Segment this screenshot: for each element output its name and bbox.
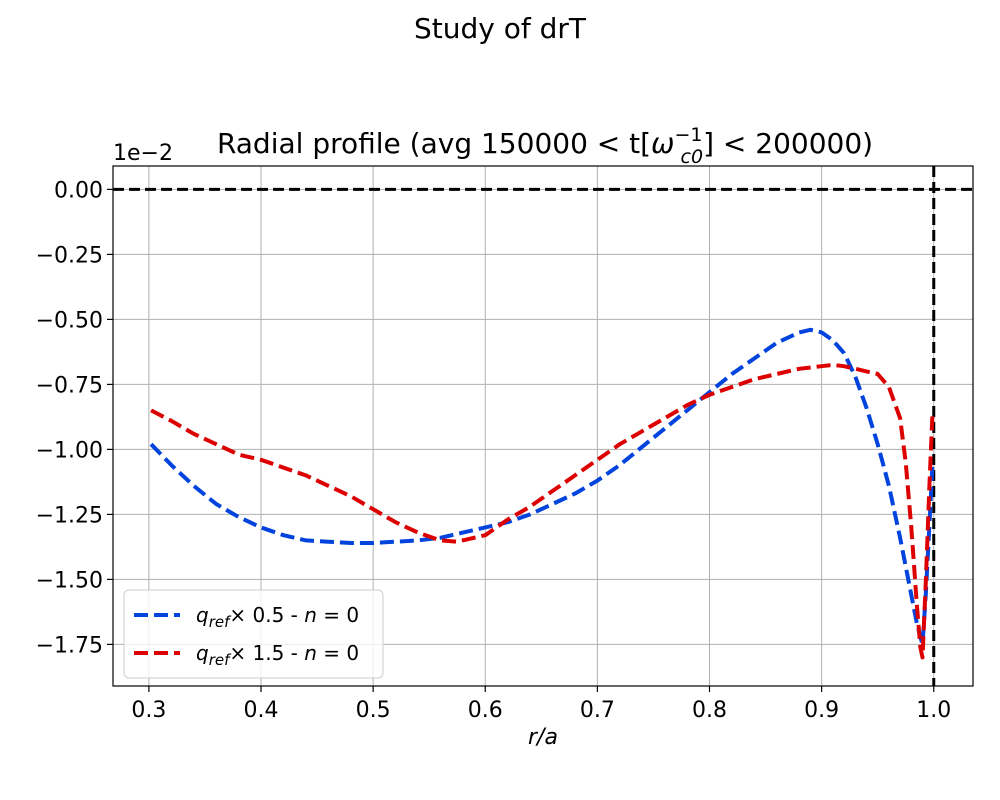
chart-title: Radial profile (avg 150000 < t[ω−1 c0] < … <box>217 124 873 168</box>
x-tick-label: 1.0 <box>916 698 951 723</box>
x-tick-label: 0.9 <box>804 698 839 723</box>
y-tick-label: −1.25 <box>36 503 103 528</box>
x-tick-label: 0.3 <box>131 698 166 723</box>
title-suffix: ] < 200000) <box>703 127 873 160</box>
title-omega: ω <box>651 127 674 160</box>
chart-suptitle: Study of drT <box>414 12 587 45</box>
series-line-1 <box>149 327 935 647</box>
y-tick-label: −1.00 <box>36 438 103 463</box>
x-tick-label: 0.4 <box>244 698 279 723</box>
legend-label-1: qref× 0.5 - n = 0 <box>196 603 359 631</box>
legend: qref× 0.5 - n = 0 qref× 1.5 - n = 0 <box>123 589 384 679</box>
y-tick-label: −0.50 <box>36 308 103 333</box>
x-axis-label: r/a <box>528 725 558 750</box>
series-line-2 <box>150 362 935 660</box>
plot-frame <box>112 165 974 687</box>
y-tick-label: −1.75 <box>36 633 103 658</box>
legend-label-2: qref× 1.5 - n = 0 <box>196 641 359 669</box>
x-tick-label: 0.7 <box>580 698 615 723</box>
title-subscript: c0 <box>681 146 704 168</box>
x-tick-label: 0.6 <box>468 698 503 723</box>
y-axis: 0.00 −0.25 −0.50 −0.75 −1.00 −1.25 −1.50 −1.75 <box>36 178 113 658</box>
x-tick-label: 0.5 <box>356 698 391 723</box>
x-axis: 0.3 0.4 0.5 0.6 0.7 0.8 0.9 1.0 <box>131 686 951 723</box>
legend-box <box>123 589 384 679</box>
y-tick-label: 0.00 <box>54 178 103 203</box>
title-prefix: Radial profile (avg 150000 < t[ <box>217 127 651 160</box>
title-superscript: −1 <box>675 124 703 146</box>
grid <box>113 166 973 686</box>
y-tick-label: −0.75 <box>36 373 103 398</box>
y-tick-label: −1.50 <box>36 568 103 593</box>
y-tick-label: −0.25 <box>36 243 103 268</box>
y-offset-label: 1e−2 <box>113 141 173 166</box>
x-tick-label: 0.8 <box>692 698 727 723</box>
series-layer <box>149 327 935 660</box>
